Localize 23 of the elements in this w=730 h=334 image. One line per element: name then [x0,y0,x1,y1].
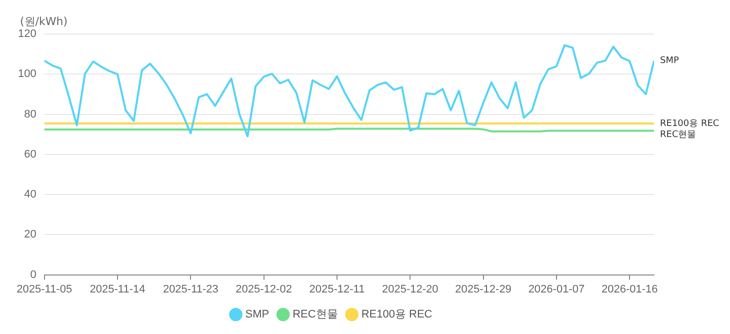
x-tick-label: 2025-12-02 [236,283,292,296]
y-tick-label: 40 [24,188,36,201]
x-tick-label: 2025-12-11 [309,283,365,296]
legend-label: REC현물 [292,308,338,321]
x-tick-label: 2026-01-16 [601,283,658,296]
legend-label: SMP [245,308,270,321]
y-tick-label: 20 [24,228,36,241]
x-tick-label: 2025-12-29 [455,283,512,296]
x-tick-label: 2025-11-14 [90,283,146,296]
y-tick-label: 100 [18,68,36,80]
text: REC현물 [660,130,696,140]
text: SMP [660,56,679,66]
x-tick-label: 2025-12-20 [382,283,438,296]
x-tick-label: 2025-11-23 [162,283,218,296]
y-tick-label: 120 [18,28,36,40]
text: RE100용 REC [660,118,720,129]
x-tick-label: 2026-01-07 [528,283,585,296]
y-tick-label: 80 [24,108,36,120]
y-tick-label: 60 [24,148,36,160]
legend-label: RE100용 REC [361,308,432,321]
x-tick-label: 2025-11-05 [16,283,72,296]
y-axis-title: (원/kWh) [20,14,68,28]
y-tick-label: 0 [30,268,36,281]
